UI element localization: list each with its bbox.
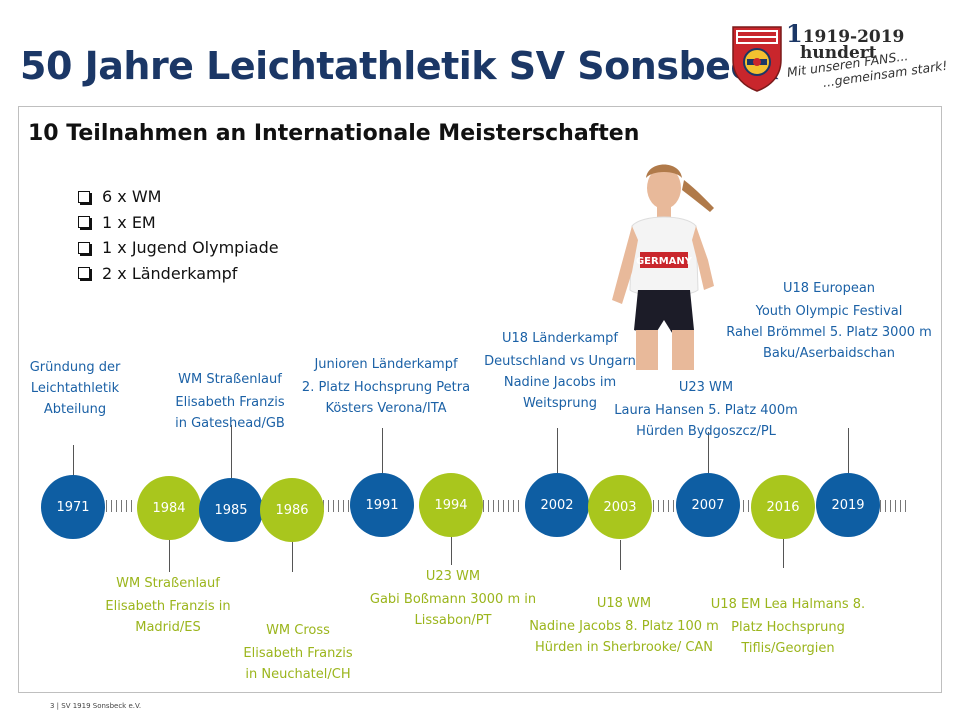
timeline-label-line: Gründung der <box>29 360 121 375</box>
timeline-label-line: Madrid/ES <box>135 620 201 635</box>
timeline-label-line: U18 WM <box>596 596 652 611</box>
timeline-label-line: WM Cross <box>266 623 330 638</box>
timeline-label-line: Deutschland vs Ungarn <box>484 354 636 369</box>
list-item-text: 6 x WM <box>102 187 162 207</box>
timeline-label-line: Nadine Jacobs im <box>503 375 617 390</box>
timeline-label-line: Youth Olympic Festival <box>755 304 903 319</box>
timeline-label-line: WM Straßenlauf <box>116 576 220 591</box>
timeline-node-1985: 1985 <box>199 478 263 542</box>
club-logo-group: 11919-2019 hundert Mit unseren FANS... .… <box>730 22 950 95</box>
list-item: 6 x WM <box>78 184 279 210</box>
timeline-connector-line <box>382 428 383 473</box>
timeline-label-line: Baku/Aserbaidschan <box>762 346 896 361</box>
page-title: 50 Jahre Leichtathletik SV Sonsbeck <box>20 44 778 88</box>
timeline-label-line: Hürden in Sherbrooke/ CAN <box>534 640 714 655</box>
timeline-label-1994: U23 WM Gabi Boßmann 3000 m in Lissabon/PT <box>333 566 573 631</box>
timeline-label-line: Kösters Verona/ITA <box>325 401 447 416</box>
timeline-connector-line <box>292 540 293 572</box>
timeline-label-line: Elisabeth Franzis <box>243 646 353 661</box>
timeline-label-line: Elisabeth Franzis in <box>105 599 231 614</box>
timeline-label-2003: U18 WM Nadine Jacobs 8. Platz 100 m Hürden… <box>504 593 744 658</box>
list-item: 1 x Jugend Olympiade <box>78 235 279 261</box>
timeline-label-line: U18 Länderkampf <box>502 331 618 346</box>
timeline-label-line: Laura Hansen 5. Platz 400m <box>614 403 798 418</box>
list-item-text: 1 x EM <box>102 212 156 232</box>
timeline-connector-line <box>451 537 452 565</box>
timeline-label-line: U23 WM <box>425 569 481 584</box>
timeline-label-1985: WM Straßenlauf Elisabeth Franzis in Gatesh… <box>110 369 350 434</box>
timeline-label-2019: U18 European Youth Olympic Festival Rahel … <box>709 278 949 364</box>
timeline-connector <box>880 500 906 512</box>
timeline-label-2016: U18 EM Lea Halmans 8. Platz Hochsprung Tif… <box>668 594 908 659</box>
timeline-label-line: Lissabon/PT <box>414 613 492 628</box>
timeline-connector-line <box>848 428 849 473</box>
timeline-label-line: Elisabeth Franzis <box>175 395 285 410</box>
timeline-connector-line <box>783 539 784 568</box>
timeline-label-line: Platz Hochsprung <box>731 620 845 635</box>
list-item-text: 2 x Länderkampf <box>102 263 238 283</box>
timeline-node-1986: 1986 <box>260 478 324 542</box>
checkbox-bullet-icon <box>78 267 90 280</box>
timeline-label-line: WM Straßenlauf <box>178 372 282 387</box>
timeline-label-line: Hürden Bydgoszcz/PL <box>636 424 776 439</box>
timeline-connector-line <box>231 425 232 478</box>
timeline-label-line: 2. Platz Hochsprung Petra <box>301 380 471 395</box>
content-panel <box>18 106 942 693</box>
timeline-node-1971: 1971 <box>41 475 105 539</box>
timeline-node-2019: 2019 <box>816 473 880 537</box>
timeline-connector-line <box>73 445 74 476</box>
timeline-connector-line <box>557 428 558 473</box>
list-item: 2 x Länderkampf <box>78 261 279 287</box>
centenary-logo: 11919-2019 hundert Mit unseren FANS... .… <box>786 22 948 95</box>
timeline-label-line: U23 WM <box>678 380 734 395</box>
participation-list: 6 x WM 1 x EM 1 x Jugend Olympiade 2 x L… <box>78 184 279 286</box>
timeline-label-line: U18 European <box>782 281 876 296</box>
timeline-connector <box>653 500 674 512</box>
timeline-connector <box>106 500 132 512</box>
centenary-word: hundert <box>800 43 877 63</box>
timeline-node-2002: 2002 <box>525 473 589 537</box>
timeline-node-2016: 2016 <box>751 475 815 539</box>
timeline-node-1991: 1991 <box>350 473 414 537</box>
list-item: 1 x EM <box>78 210 279 236</box>
timeline-connector-line <box>708 432 709 473</box>
timeline-label-line: Rahel Brömmel 5. Platz 3000 m <box>726 325 932 340</box>
timeline-label-1984: WM Straßenlauf Elisabeth Franzis in Madrid… <box>48 573 288 638</box>
timeline-label-line: in Neuchatel/CH <box>245 667 351 682</box>
section-subtitle: 10 Teilnahmen an Internationale Meisters… <box>28 121 640 146</box>
sv-sonsbeck-crest-icon <box>732 26 782 92</box>
checkbox-bullet-icon <box>78 241 90 254</box>
timeline-label-line: Gabi Boßmann 3000 m in <box>369 592 537 607</box>
timeline-label-1991: Junioren Länderkampf 2. Platz Hochsprung … <box>266 354 506 419</box>
timeline-label-line: Leichtathletik <box>30 381 120 396</box>
timeline-connector <box>483 500 519 512</box>
footer-text: 3 | SV 1919 Sonsbeck e.V. <box>50 702 142 710</box>
timeline-label-2002: U18 Länderkampf Deutschland vs Ungarn Nadi… <box>440 328 680 414</box>
timeline-label-line: Tiflis/Georgien <box>741 641 835 656</box>
timeline-label-1986: WM Cross Elisabeth Franzis in Neuchatel/CH <box>178 620 418 685</box>
timeline-label-2007: U23 WM Laura Hansen 5. Platz 400m Hürden B… <box>586 377 826 442</box>
centenary-years: 1919-2019 <box>802 27 905 47</box>
timeline-label-line: Junioren Länderkampf <box>314 357 458 372</box>
timeline-label-1971: Gründung der Leichtathletik Abteilung <box>0 357 195 420</box>
timeline-label-line: in Gateshead/GB <box>175 416 285 431</box>
athlete-photo: GERMANY <box>612 164 714 370</box>
timeline-connector <box>323 500 349 512</box>
checkbox-bullet-icon <box>78 190 90 203</box>
timeline-node-1994: 1994 <box>419 473 483 537</box>
timeline-node-2007: 2007 <box>676 473 740 537</box>
list-item-text: 1 x Jugend Olympiade <box>102 238 279 258</box>
timeline-label-line: Nadine Jacobs 8. Platz 100 m <box>529 619 719 634</box>
checkbox-bullet-icon <box>78 216 90 229</box>
timeline-connector-line <box>620 540 621 570</box>
timeline-label-line: Abteilung <box>43 402 107 417</box>
timeline-node-2003: 2003 <box>588 475 652 539</box>
timeline-node-1984: 1984 <box>137 476 201 540</box>
shirt-text: GERMANY <box>636 256 693 267</box>
timeline-label-line: U18 EM Lea Halmans 8. <box>710 597 866 612</box>
timeline-label-line: Weitsprung <box>523 396 597 411</box>
timeline-connector-line <box>169 540 170 572</box>
